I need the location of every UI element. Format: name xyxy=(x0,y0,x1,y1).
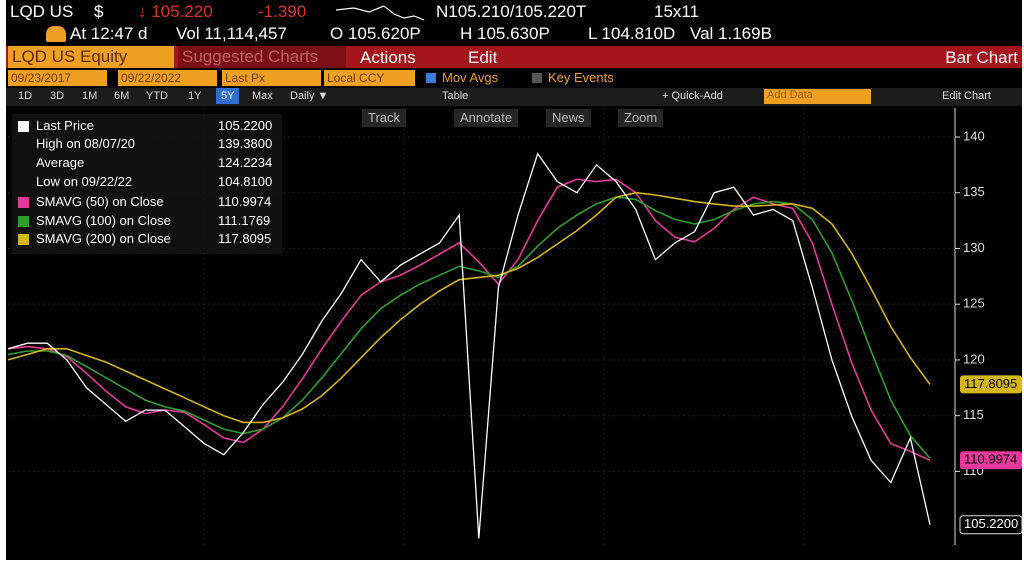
legend-value: 105.2200 xyxy=(218,118,273,133)
series-line xyxy=(7,196,931,459)
legend-value: 104.8100 xyxy=(218,174,273,189)
suggested-charts[interactable]: Suggested Charts xyxy=(178,46,346,68)
y-tick-label: 125 xyxy=(963,296,985,311)
security[interactable]: LQD US Equity xyxy=(8,46,174,68)
legend-icon xyxy=(18,234,29,245)
volume: Vol 11,114,457 xyxy=(176,24,287,43)
y-tick-label: 120 xyxy=(963,351,985,366)
chart: 110115120125130135140117.8095110.9974105… xyxy=(7,108,1022,545)
last-value-label: 105.2200 xyxy=(964,516,1018,531)
legend-label: High on 08/07/20 xyxy=(36,136,136,151)
start-date[interactable]: 09/23/2017 xyxy=(8,70,107,86)
series-line xyxy=(7,191,931,424)
legend-value: 139.3800 xyxy=(218,136,273,151)
vertical-grid xyxy=(203,108,805,545)
last-value-tag xyxy=(960,375,1022,394)
period[interactable]: 1Y xyxy=(188,90,202,102)
last-value-tag xyxy=(959,515,1022,535)
legend-label: SMAVG (100) on Close xyxy=(36,212,171,228)
legend-value: 110.9974 xyxy=(218,194,272,209)
change: -1.390 xyxy=(258,2,307,21)
legend-icon xyxy=(18,197,29,208)
legend-icon xyxy=(18,121,29,132)
checkbox[interactable] xyxy=(426,73,436,83)
series-line xyxy=(7,152,931,539)
bid-ask: N105.210/105.220T xyxy=(436,2,587,21)
frequency[interactable]: Daily ▼ xyxy=(290,90,329,102)
table[interactable]: Table xyxy=(442,90,469,102)
legend-label: SMAVG (200) on Close xyxy=(36,231,171,246)
period[interactable]: YTD xyxy=(146,90,168,102)
price: ↓ 105.220 xyxy=(138,2,213,21)
currency: $ xyxy=(94,2,104,21)
icon xyxy=(46,26,66,42)
period[interactable]: 6M xyxy=(114,90,130,102)
annotate[interactable]: Annotate xyxy=(454,109,519,127)
y-tick-label: 140 xyxy=(963,128,985,143)
period[interactable]: 3D xyxy=(50,90,65,102)
legend-label: Average xyxy=(36,155,85,170)
period-bar: 1D 3D 1M 6M YTD 1Y 5Y Max Daily ▼ Table … xyxy=(6,88,1022,106)
chart-kind: Bar Chart xyxy=(945,48,1018,67)
zoom[interactable]: Zoom xyxy=(618,109,664,127)
add-data[interactable]: Add Data xyxy=(764,89,871,104)
y-tick-label: 115 xyxy=(963,407,984,422)
legend-label: Low on 09/22/22 xyxy=(36,174,133,189)
legend-value: 111.1769 xyxy=(218,212,271,228)
period[interactable]: Max xyxy=(252,90,273,102)
sparkline xyxy=(335,5,425,21)
last-value-label: 110.9974 xyxy=(964,452,1017,467)
legend-value: 117.8095 xyxy=(218,231,272,246)
key-events[interactable]: Key Events xyxy=(548,70,614,85)
high: H 105.630P xyxy=(460,24,550,43)
menu-bar: LQD US Equity Suggested Charts Actions E… xyxy=(6,46,1022,68)
quick-add[interactable]: + Quick-Add xyxy=(662,90,723,102)
field[interactable]: Last Px xyxy=(222,70,321,86)
open: O 105.620P xyxy=(330,24,421,43)
legend-label: Last Price xyxy=(36,118,94,133)
edit-chart[interactable]: Edit Chart xyxy=(942,90,991,102)
low: L 104.810D xyxy=(588,24,676,43)
actions[interactable]: Actions xyxy=(360,48,416,67)
legend: Last Price 105.2200 High on 08/07/20 139.38… xyxy=(12,114,282,254)
period[interactable]: 1M xyxy=(82,90,98,102)
last-value-label: 117.8095 xyxy=(964,376,1017,391)
legend-icon xyxy=(18,215,29,227)
track[interactable]: Track xyxy=(362,109,407,127)
terminal: 110 115 120 125 130 135 140 117.8095 110.9974 105… xyxy=(6,0,1022,560)
size: 15x11 xyxy=(654,2,700,21)
legend-value: 124.2234 xyxy=(218,155,273,170)
mov-avgs[interactable]: Mov Avgs xyxy=(442,70,499,85)
time: At 12:47 d xyxy=(70,24,148,43)
checkbox[interactable] xyxy=(532,73,542,83)
period[interactable]: 1D xyxy=(18,90,33,102)
news[interactable]: News xyxy=(546,109,591,127)
end-date[interactable]: 09/22/2022 xyxy=(118,70,217,86)
period-active[interactable]: 5Y xyxy=(216,88,240,104)
y-tick-label: 135 xyxy=(963,184,985,199)
currency-select[interactable]: Local CCY xyxy=(324,70,415,86)
ticker: LQD US xyxy=(10,2,74,21)
val: Val 1.169B xyxy=(690,24,772,43)
y-tick-label: 130 xyxy=(963,240,985,255)
last-value-tag xyxy=(960,451,1022,470)
edit[interactable]: Edit xyxy=(468,48,498,67)
legend-label: SMAVG (50) on Close xyxy=(36,194,164,209)
